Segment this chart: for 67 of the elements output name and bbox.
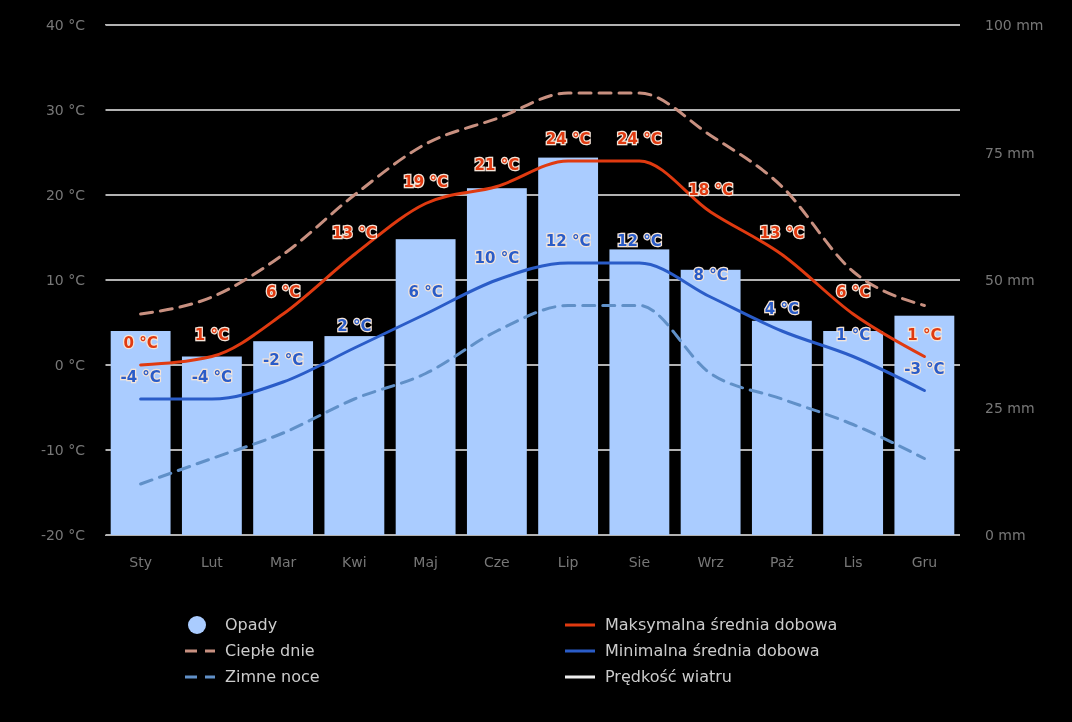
y2-tick-label: 0 mm xyxy=(985,527,1026,543)
x-tick-label: Sty xyxy=(129,554,152,570)
data-label: -2 °C xyxy=(262,351,304,369)
bar xyxy=(538,157,599,535)
data-label: 2 °C xyxy=(337,317,372,335)
y-tick-label: -20 °C xyxy=(40,527,86,543)
data-label: 21 °C xyxy=(474,155,520,174)
x-tick-label: Maj xyxy=(413,554,438,570)
data-label: 4 °C xyxy=(764,300,799,318)
data-label: -3 °C xyxy=(904,359,945,378)
bar xyxy=(110,331,171,535)
bar xyxy=(680,269,741,535)
y2-tick-label: 100 mm xyxy=(985,17,1044,33)
y-tick-label: 30 °C xyxy=(45,102,86,118)
y-tick-label: 40 °C xyxy=(45,17,86,33)
y2-tick-label: 25 mm xyxy=(985,399,1035,416)
x-tick-label: Cze xyxy=(484,554,510,570)
bar xyxy=(751,320,812,535)
legend-label: Zimne noce xyxy=(225,667,320,686)
y-tick-label: 10 °C xyxy=(45,272,86,288)
line-series xyxy=(139,304,926,486)
bar xyxy=(395,239,456,535)
data-label: 12 °C xyxy=(617,232,662,250)
legend-label: Maksymalna średnia dobowa xyxy=(605,615,838,634)
legend-label: Ciepłe dnie xyxy=(225,641,315,660)
data-label: 1 °C xyxy=(836,325,871,344)
legend-label: Minimalna średnia dobowa xyxy=(605,641,820,660)
data-label: 10 °C xyxy=(474,249,520,267)
data-label: 6 °C xyxy=(266,283,301,301)
line-series xyxy=(139,261,926,401)
data-label: 8 °C xyxy=(693,266,728,284)
bar xyxy=(181,356,242,535)
x-tick-label: Lip xyxy=(557,554,579,570)
x-tick-label: Paż xyxy=(770,554,794,570)
x-tick-label: Mar xyxy=(269,554,297,570)
data-label: 1 °C xyxy=(194,325,229,344)
x-tick-label: Lis xyxy=(843,554,863,570)
data-label: -4 °C xyxy=(191,368,233,386)
x-tick-label: Sie xyxy=(628,554,651,570)
bar xyxy=(609,249,670,535)
y-tick-label: 0 °C xyxy=(54,357,86,373)
bar xyxy=(253,341,314,535)
x-tick-label: Kwi xyxy=(342,554,367,570)
data-label: 13 °C xyxy=(759,223,805,242)
data-label: 19 °C xyxy=(403,172,448,191)
y-tick-label: -10 °C xyxy=(40,442,86,458)
data-label: 1 °C xyxy=(907,325,942,344)
legend-label: Prędkość wiatru xyxy=(605,667,732,686)
data-label: 24 °C xyxy=(617,130,662,148)
data-label: 13 °C xyxy=(332,223,377,242)
line-series xyxy=(139,91,926,316)
data-label: 0 °C xyxy=(123,334,158,352)
data-label: 24 °C xyxy=(545,130,591,148)
bar xyxy=(466,188,527,535)
data-label: 6 °C xyxy=(836,283,871,301)
x-tick-label: Lut xyxy=(200,554,224,570)
x-tick-label: Gru xyxy=(911,554,938,570)
bar xyxy=(324,336,385,535)
bar xyxy=(894,315,955,535)
y2-tick-label: 75 mm xyxy=(985,144,1035,161)
x-tick-label: Wrz xyxy=(697,554,724,570)
y-tick-label: 20 °C xyxy=(45,187,86,203)
data-label: -4 °C xyxy=(120,368,161,386)
data-label: 6 °C xyxy=(408,283,443,301)
y2-tick-label: 50 mm xyxy=(985,272,1035,288)
legend-label: Opady xyxy=(225,615,278,634)
data-label: 12 °C xyxy=(545,232,591,250)
